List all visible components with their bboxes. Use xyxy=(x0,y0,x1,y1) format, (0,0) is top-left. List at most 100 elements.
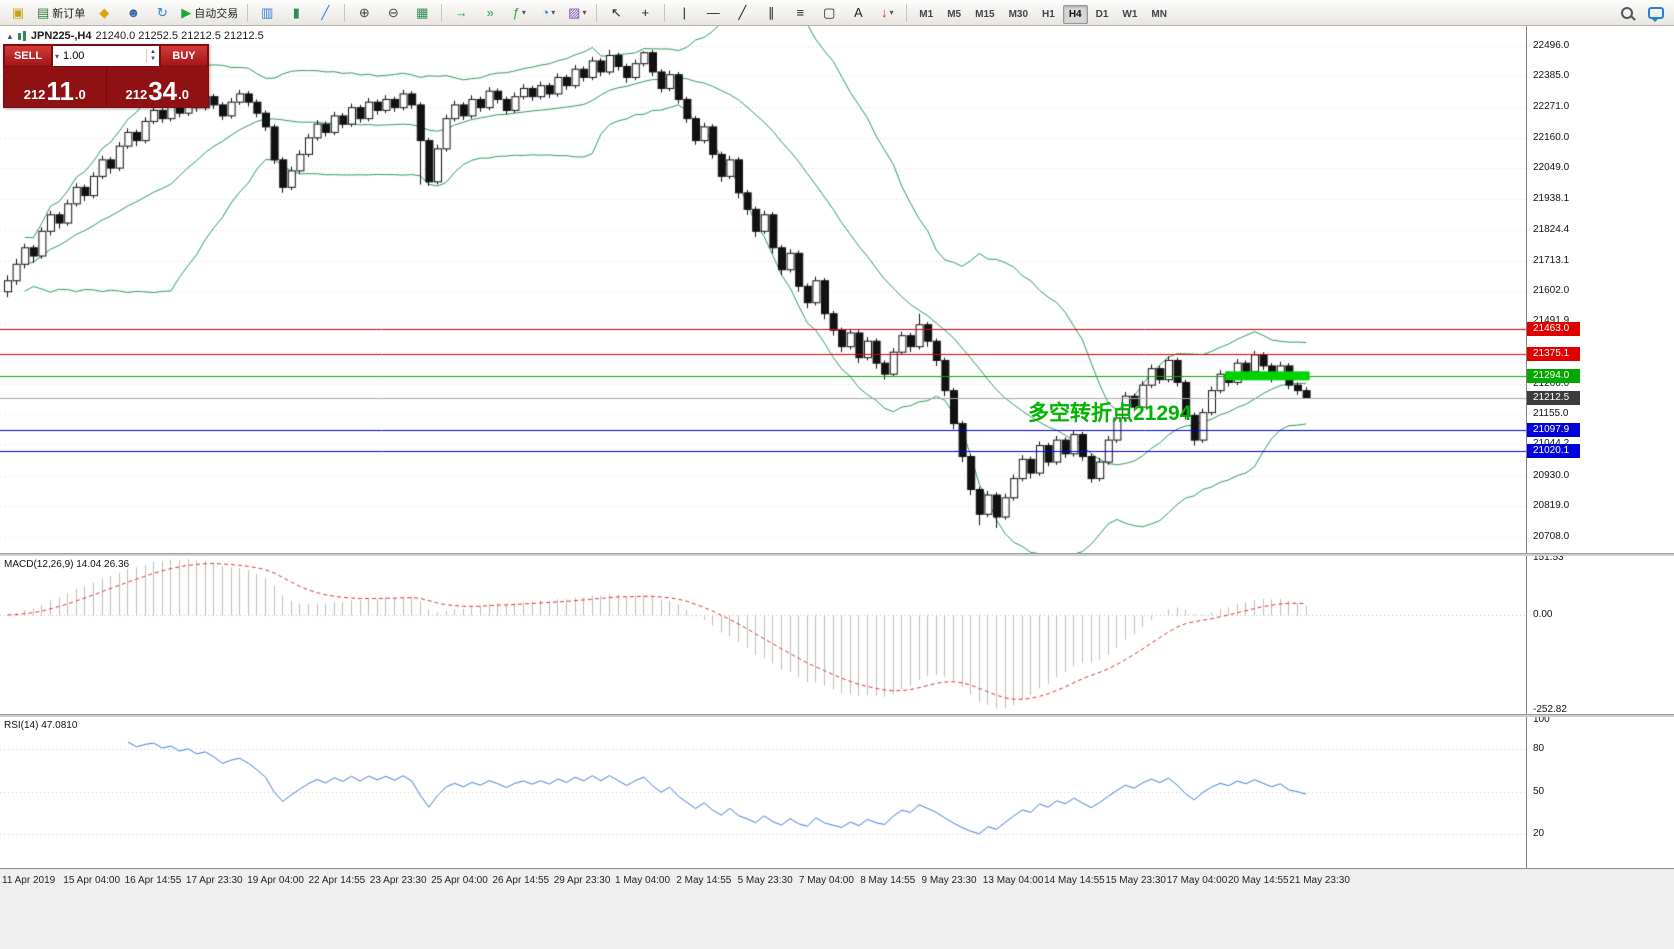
time-axis-label: 20 May 14:55 xyxy=(1228,875,1289,886)
periods-clock-icon: ◔ xyxy=(541,5,550,20)
arrows-icon[interactable]: ↓ ▾ xyxy=(873,2,901,24)
axis-label: 21824.4 xyxy=(1533,224,1570,236)
rsi-chart-canvas[interactable] xyxy=(0,717,1526,868)
chat-icon xyxy=(1648,6,1664,22)
time-axis-label: 22 Apr 14:55 xyxy=(308,875,366,886)
app-icon[interactable]: ▣ xyxy=(4,2,32,24)
timeframe-w1[interactable]: W1 xyxy=(1122,8,1138,20)
timeframe-m1[interactable]: M1 xyxy=(919,8,934,20)
time-axis-label: 23 Apr 23:30 xyxy=(369,875,427,886)
bar-chart-icon: ▥ xyxy=(261,5,274,20)
zoom-out-icon[interactable]: ⊖ xyxy=(379,2,407,24)
toolbar-separator xyxy=(441,3,443,22)
line-chart-icon[interactable]: ╱ xyxy=(311,2,339,24)
search-icon xyxy=(1621,6,1633,19)
volume-down-button[interactable]: ▼ xyxy=(146,56,159,63)
volume-up-button[interactable]: ▲ xyxy=(146,49,159,56)
fibonacci-icon: ≡ xyxy=(796,5,805,20)
timeframe-h1[interactable]: H1 xyxy=(1042,8,1055,20)
price-scale[interactable]: 22496.0 22385.0 22271.0 22160.0 22049.0 21938… xyxy=(1526,26,1674,868)
toolbar-separator xyxy=(906,3,908,22)
sell-button[interactable]: SELL xyxy=(4,45,52,67)
crosshair-icon[interactable]: + xyxy=(631,2,659,24)
price-chart-canvas[interactable] xyxy=(0,26,1526,553)
cursor-icon[interactable]: ↖ xyxy=(602,2,630,24)
axis-label: 20819.0 xyxy=(1533,500,1570,512)
channel-icon: ∥ xyxy=(768,5,775,20)
text-icon[interactable]: A xyxy=(844,2,872,24)
timeframe-m5[interactable]: M5 xyxy=(947,8,962,20)
volume-input[interactable] xyxy=(61,50,122,62)
zoom-in-icon: ⊕ xyxy=(358,5,370,20)
chart-title: ▲ JPN225-,H4 21240.0 21252.5 21212.5 212… xyxy=(6,30,264,42)
tile-windows-icon[interactable]: ▦ xyxy=(408,2,436,24)
search-icon[interactable] xyxy=(1613,2,1641,24)
channel-icon[interactable]: ∥ xyxy=(757,2,785,24)
market-watch-icon[interactable]: ◆ xyxy=(90,2,118,24)
cursor-icon: ↖ xyxy=(610,5,622,20)
bar-chart-icon[interactable]: ▥ xyxy=(253,2,281,24)
macd-chart-canvas[interactable] xyxy=(0,556,1526,714)
time-axis-label: 29 Apr 23:30 xyxy=(553,875,611,886)
trendline-icon[interactable]: ╱ xyxy=(728,2,756,24)
vertical-line-icon[interactable]: | xyxy=(670,2,698,24)
indicators-icon[interactable]: ƒ ▾ xyxy=(505,2,533,24)
buy-button[interactable]: BUY xyxy=(160,45,208,67)
shapes-icon[interactable]: ▢ xyxy=(815,2,843,24)
navigator-icon[interactable]: ↻ xyxy=(148,2,176,24)
zoom-out-icon: ⊖ xyxy=(387,5,399,20)
auto-trading-button[interactable]: ▶ 自动交易 xyxy=(177,2,242,24)
candlestick-chart-icon[interactable]: ▮ xyxy=(282,2,310,24)
axis-label: 21713.1 xyxy=(1533,254,1570,266)
timeframe-group: M1 M5 M15 M30 H1 H4 D1 W1 MN xyxy=(912,4,1174,24)
chart-shift-icon[interactable]: » xyxy=(476,2,504,24)
time-axis-label: 19 Apr 04:00 xyxy=(247,875,304,886)
time-axis-label: 25 Apr 04:00 xyxy=(431,875,488,886)
horizontal-line-icon[interactable]: — xyxy=(699,2,727,24)
toolbar: ▣ ▤ 新订单 ◆ ☻ ↻ ▶ 自动交易 ▥ ▮ ╱ ⊕ ⊖ ▦ →» ƒ ▾ ◔ ▾ ▨ ▾ ↖ + | — ╱ ∥ ≡ ▢ A ↓ ▾ M1… xyxy=(0,0,1674,26)
price-level-badge: 21294.0 xyxy=(1527,368,1580,383)
dropdown-caret-icon: ▾ xyxy=(521,8,526,17)
timeframe-h4[interactable]: H4 xyxy=(1062,4,1088,24)
one-click-toggle-icon[interactable]: ▲ xyxy=(6,31,14,41)
fibonacci-icon[interactable]: ≡ xyxy=(786,2,814,24)
panel-splitter[interactable] xyxy=(0,714,1674,717)
axis-label: 21044.2 xyxy=(1533,439,1569,449)
profiles-icon[interactable]: ☻ xyxy=(119,2,147,24)
buy-price[interactable]: 212 34.0 xyxy=(125,76,189,106)
crosshair-icon: + xyxy=(641,5,650,20)
panel-splitter[interactable] xyxy=(0,553,1674,556)
time-axis-label: 11 Apr 2019 xyxy=(2,875,56,886)
axis-label: 22271.0 xyxy=(1533,101,1570,113)
timeframe-m15[interactable]: M15 xyxy=(975,8,995,20)
volume-dropdown-icon[interactable]: ▾ xyxy=(55,51,60,61)
axis-label: 100 xyxy=(1533,714,1550,725)
candlestick-icon xyxy=(17,30,27,42)
price-level-badge: 21463.0 xyxy=(1527,322,1580,337)
auto-scroll-icon[interactable]: → xyxy=(447,2,475,24)
vertical-line-icon: | xyxy=(682,5,686,20)
app-icon: ▣ xyxy=(11,5,25,20)
new-order-button[interactable]: ▤ 新订单 xyxy=(33,2,89,24)
time-axis-label: 14 May 14:55 xyxy=(1044,875,1105,886)
timeframe-mn[interactable]: MN xyxy=(1151,8,1167,20)
time-axis-label: 8 May 14:55 xyxy=(860,875,916,886)
timeframe-d1[interactable]: D1 xyxy=(1095,8,1109,20)
zoom-in-icon[interactable]: ⊕ xyxy=(350,2,378,24)
timeframe-m30[interactable]: M30 xyxy=(1008,8,1029,20)
axis-label: 22049.0 xyxy=(1533,162,1570,174)
periods-clock-icon[interactable]: ◔ ▾ xyxy=(534,2,562,24)
price-level-badge: 21375.1 xyxy=(1527,346,1580,361)
new-order-button-label: 新订单 xyxy=(52,7,86,20)
axis-label: 20708.0 xyxy=(1533,530,1570,542)
axis-label: 0.00 xyxy=(1533,608,1553,620)
sell-price[interactable]: 212 11.0 xyxy=(4,67,107,107)
axis-label: 20 xyxy=(1533,828,1545,840)
templates-icon[interactable]: ▨ ▾ xyxy=(563,2,591,24)
indicators-icon: ƒ xyxy=(512,5,520,20)
chat-icon[interactable] xyxy=(1642,2,1670,24)
horizontal-line-icon: — xyxy=(706,5,720,20)
volume-spinner: ▲ ▼ xyxy=(146,49,159,63)
time-axis[interactable]: 11 Apr 2019 15 Apr 04:00 16 Apr 14:55 17 Ap… xyxy=(0,868,1674,949)
